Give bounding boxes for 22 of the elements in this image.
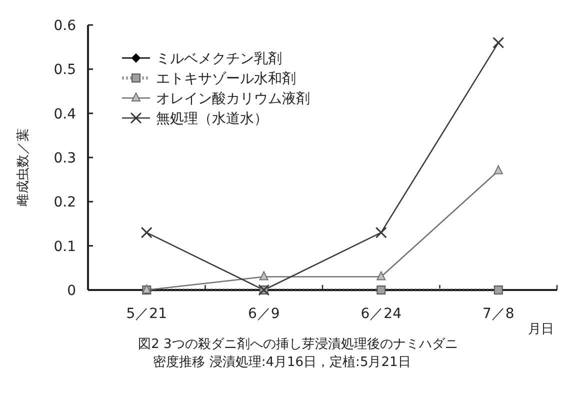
- legend-label: 無処理（水道水）: [156, 111, 268, 127]
- y-axis-title: 雌成虫数／葉: [16, 128, 31, 206]
- text: 図2 3つの殺ダニ剤への挿し芽浸漬処理後のナミハダニ: [138, 337, 458, 352]
- point: [494, 165, 503, 174]
- x-tick-label: 5／21: [126, 306, 167, 322]
- point: [376, 271, 386, 280]
- text: 密度推移 浸漬処理:4月16日，定植:5月21日: [153, 354, 411, 370]
- y-tick-label: 0: [67, 283, 76, 299]
- y-tick-label: 0.1: [54, 238, 76, 255]
- legend-label: オレイン酸カリウム液剤: [156, 91, 310, 107]
- x-tick-label: 6／24: [360, 306, 402, 322]
- y-tick-label: 0.6: [54, 18, 76, 34]
- x-tick-label: 6／9: [248, 306, 280, 322]
- x-tick-label: 7／8: [482, 306, 514, 322]
- point: [259, 271, 268, 280]
- legend-label: エトキサゾール水和剤: [156, 71, 296, 87]
- y-tick-label: 0.5: [54, 62, 76, 78]
- legend-label: ミルベメクチン乳剤: [156, 51, 282, 67]
- y-tick-label: 0.3: [54, 150, 76, 166]
- x-axis-title: 月日: [528, 322, 554, 337]
- y-tick-label: 0.4: [54, 106, 76, 122]
- y-tick-label: 0.2: [54, 194, 76, 211]
